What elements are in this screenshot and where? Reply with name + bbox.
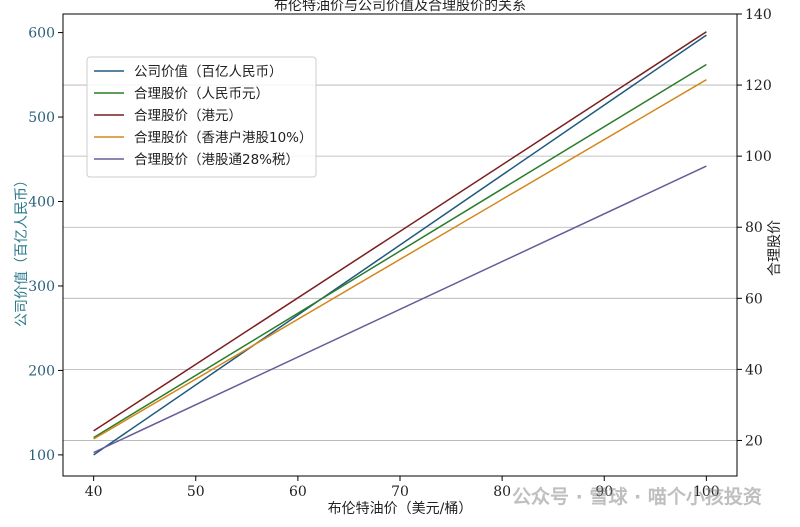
series-line-5 <box>93 165 707 454</box>
x-axis: 40 50 60 70 80 90 100 <box>85 476 720 500</box>
y-axis-right: 20 40 60 80 100 120 140 <box>737 7 772 449</box>
y-right-tick-label: 100 <box>745 149 772 165</box>
y-right-tick-label: 140 <box>745 7 772 23</box>
series-line-2 <box>93 63 707 439</box>
y-right-tick-label: 80 <box>745 220 763 236</box>
y-axis-right-label: 合理股价 <box>767 220 783 276</box>
legend-entry-label: 合理股价（港股通28%税） <box>134 152 299 168</box>
legend-entry-label: 合理股价（香港户港股10%） <box>134 129 313 146</box>
legend: 公司价值（百亿人民币） 合理股价（人民币元） 合理股价（港元） 合理股价（香港户港股1… <box>86 56 317 178</box>
y-left-tick-label: 600 <box>28 26 55 42</box>
y-left-tick-label: 400 <box>28 195 55 211</box>
legend-entry-label: 公司价值（百亿人民币） <box>134 64 283 80</box>
x-tick-label: 40 <box>85 484 103 500</box>
y-left-tick-label: 500 <box>28 110 55 126</box>
x-tick-label: 100 <box>693 484 720 500</box>
y-left-tick-label: 200 <box>28 363 55 379</box>
legend-frame <box>86 56 317 178</box>
y-axis-left-label: 公司价值（百亿人民币） <box>14 173 30 327</box>
legend-entry-label: 合理股价（人民币元） <box>134 86 269 102</box>
y-right-tick-label: 40 <box>745 362 763 378</box>
legend-entry-label: 合理股价（港元） <box>134 108 242 124</box>
series-group <box>93 31 707 456</box>
y-right-tick-label: 60 <box>745 291 763 307</box>
x-tick-label: 70 <box>391 484 409 500</box>
x-tick-label: 90 <box>595 484 613 500</box>
y-axis-left: 100 200 300 400 500 600 <box>28 26 63 464</box>
x-tick-label: 50 <box>187 484 205 500</box>
series-line-1 <box>93 34 707 456</box>
x-tick-label: 80 <box>493 484 511 500</box>
series-line-4 <box>93 79 707 440</box>
watermark: 公众号 · 雪球 · 喵个小孩投资 <box>512 485 762 508</box>
y-right-tick-label: 20 <box>745 433 763 449</box>
y-left-tick-label: 100 <box>28 448 55 464</box>
x-tick-label: 60 <box>289 484 307 500</box>
series-line-3 <box>93 31 707 432</box>
y-right-tick-label: 120 <box>745 78 772 94</box>
x-axis-label: 布伦特油价（美元/桶） <box>328 501 473 517</box>
y-left-tick-label: 300 <box>28 279 55 295</box>
chart-title: 布伦特油价与公司价值及合理股价的关系 <box>274 0 526 14</box>
